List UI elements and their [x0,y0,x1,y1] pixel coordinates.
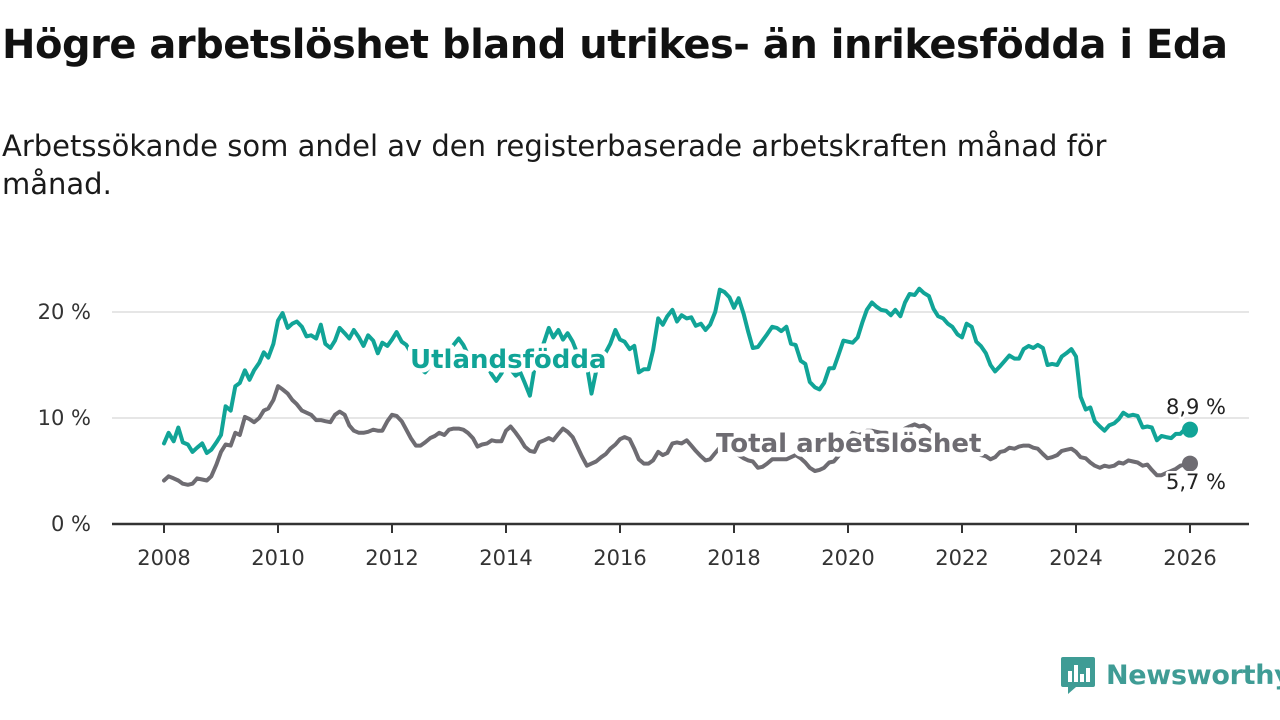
x-tick-label: 2014 [479,546,532,570]
x-tick-label: 2018 [707,546,760,570]
series-line-utlandsfodda [162,286,1192,455]
x-tick-label: 2008 [137,546,190,570]
y-tick-label: 10 % [38,406,91,430]
newsworthy-brand: Newsworthy [1060,654,1280,696]
end-point-utlandsfodda [1182,421,1198,438]
gridlines [112,311,1249,419]
chart-title: Högre arbetslöshet bland utrikes- än inr… [2,22,1228,68]
end-value-label-total: 5,7 % [1166,470,1226,494]
series-lines [162,286,1198,487]
y-tick-label: 20 % [38,300,91,324]
x-tick-label: 2016 [593,546,646,570]
end-point-total [1182,455,1198,472]
x-tick-label: 2010 [251,546,304,570]
brand-name: Newsworthy [1106,659,1280,691]
x-tick-label: 2024 [1049,546,1102,570]
axes: 0 % 10 % 20 % 2008 2010 2012 2014 2016 2018 2020 2… [38,300,1249,570]
end-value-label-utlandsfodda: 8,9 % [1166,395,1226,419]
line-chart: 0 % 10 % 20 % 2008 2010 2012 2014 2016 2018 2020 2… [38,286,1249,570]
x-tick-label: 2012 [365,546,418,570]
chart-subtitle: Arbetssökande som andel av den registerb… [2,129,1107,201]
series-label-utlandsfodda: Utlandsfödda [410,345,607,375]
series-line-total [162,384,1192,487]
labels: Utlandsfödda Total arbetslöshet 8,9 % 5,7 % [406,341,1229,497]
x-tick-label: 2020 [821,546,874,570]
series-label-total: Total arbetslöshet [716,429,981,459]
y-tick-label: 0 % [51,512,91,536]
x-tick-label: 2022 [935,546,988,570]
bar-chart-speech-bubble-icon [1061,657,1095,694]
x-tick-label: 2026 [1163,546,1216,570]
